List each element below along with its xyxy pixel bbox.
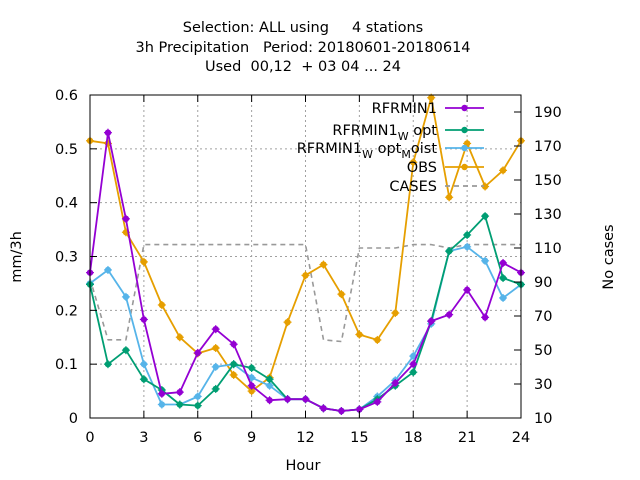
x-tick-label: 3	[139, 430, 148, 446]
legend-label: OBS	[407, 160, 437, 176]
x-tick-label: 15	[350, 430, 368, 446]
x-tick-label: 9	[247, 430, 256, 446]
legend-entry: OBS	[407, 160, 484, 176]
y-tick-label: 0.6	[55, 88, 78, 104]
x-tick-label: 12	[296, 430, 314, 446]
y-tick-label: 0.3	[55, 250, 78, 266]
y2-tick-label: 150	[534, 173, 562, 189]
y-tick-label: 0.1	[55, 357, 78, 373]
legend-entry: RFRMIN1W optMoist	[297, 141, 484, 161]
x-tick-label: 21	[458, 430, 476, 446]
legend-marker	[461, 163, 468, 171]
legend-marker	[461, 144, 468, 152]
x-tick-label: 0	[85, 430, 94, 446]
legend-label: CASES	[389, 179, 437, 195]
y2-tick-label: 10	[534, 411, 552, 427]
legend-label: RFRMIN1	[372, 101, 437, 117]
y-tick-label: 0.2	[55, 303, 78, 319]
chart-title-line-2: 3h Precipitation Period: 20180601-201806…	[135, 40, 470, 56]
y2-tick-label: 50	[534, 343, 552, 359]
legend-entry: CASES	[389, 179, 484, 195]
y2-tick-label: 30	[534, 377, 552, 393]
y2-axis-label: No cases	[601, 224, 617, 289]
y2-tick-label: 130	[534, 207, 562, 223]
y-tick-label: 0.4	[55, 196, 78, 212]
y-axis-label: mm/3h	[9, 231, 25, 283]
y2-tick-label: 170	[534, 139, 562, 155]
y2-tick-label: 90	[534, 275, 552, 291]
chart-title-line-3: Used 00,12 + 03 04 ... 24	[205, 59, 401, 75]
x-tick-label: 18	[404, 430, 422, 446]
x-axis-label: Hour	[286, 458, 321, 474]
legend-entry: RFRMIN1	[372, 101, 484, 117]
series-layer	[86, 93, 525, 416]
series-0	[86, 128, 525, 416]
legend-entry: RFRMIN1W opt	[332, 123, 484, 143]
x-tick-label: 6	[193, 430, 202, 446]
series-1	[86, 212, 525, 416]
legend-label: RFRMIN1W optMoist	[297, 141, 438, 161]
axis-ticks: 0 3 6 9 12 15 18 21 24 0 0.1 0.2 0.3 0.4 0.5 0.6 10 30 50 7…	[55, 88, 562, 446]
y-tick-label: 0.5	[55, 142, 78, 158]
y2-tick-label: 110	[534, 241, 562, 257]
grid-lines	[90, 95, 521, 418]
y2-tick-label: 190	[534, 105, 562, 121]
x-tick-label: 24	[512, 430, 530, 446]
legend-marker	[461, 104, 468, 112]
legend-marker	[461, 126, 468, 134]
y2-tick-label: 70	[534, 309, 552, 325]
series-2	[86, 242, 525, 416]
legend-label: RFRMIN1W opt	[332, 123, 437, 143]
y-tick-label: 0	[69, 411, 78, 427]
chart-title-line-1: Selection: ALL using 4 stations	[183, 20, 424, 36]
